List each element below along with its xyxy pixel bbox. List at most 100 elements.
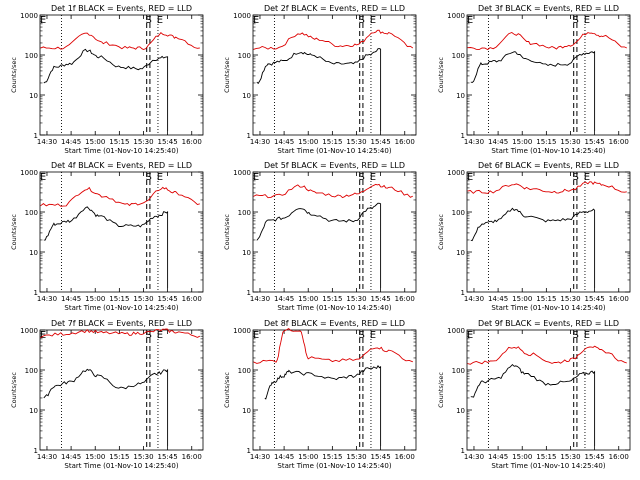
y-axis-label: Counts/sec — [223, 57, 231, 93]
plot-frame — [252, 171, 417, 293]
x-tick-label: 15:45 — [371, 295, 391, 303]
chart-title: Det 4f BLACK = Events, RED = LLD — [51, 161, 192, 170]
y-tick-label: 10 — [29, 92, 38, 100]
x-tick-label: 15:30 — [133, 295, 153, 303]
x-tick-label: 15:15 — [322, 138, 342, 146]
x-axis-label: Start Time (01-Nov-10 14:25:40) — [491, 147, 605, 155]
marker-letter: E — [467, 172, 473, 183]
plot-frame — [39, 171, 204, 293]
events-series-line — [470, 363, 596, 446]
marker-letter: E — [253, 330, 259, 341]
marker-letter: S — [359, 330, 365, 341]
x-tick-label: 15:30 — [346, 295, 366, 303]
x-tick-label: 16:00 — [182, 138, 202, 146]
x-tick-label: 15:45 — [371, 453, 391, 461]
plot-frame — [466, 14, 631, 136]
y-tick-label: 1000 — [447, 169, 465, 177]
x-tick-label: 14:45 — [488, 453, 508, 461]
y-tick-label: 1 — [34, 132, 38, 140]
marker-letter: S — [573, 15, 579, 26]
chart-panel: Det 3f BLACK = Events, RED = LLD 1 10 100 10… — [437, 4, 631, 155]
marker-letter: S — [146, 330, 152, 341]
x-tick-label: 15:45 — [585, 138, 605, 146]
y-tick-label: 1000 — [20, 327, 38, 335]
chart-title: Det 7f BLACK = Events, RED = LLD — [51, 319, 192, 328]
x-tick-label: 15:30 — [560, 295, 580, 303]
events-series-line — [470, 50, 596, 131]
x-tick-label: 14:45 — [274, 138, 294, 146]
x-tick-label: 14:30 — [37, 295, 57, 303]
x-axis-label: Start Time (01-Nov-10 14:25:40) — [277, 147, 391, 155]
x-tick-label: 15:15 — [536, 295, 556, 303]
y-axis-label: Counts/sec — [223, 372, 231, 408]
y-tick-label: 100 — [238, 209, 251, 217]
marker-letter: E — [584, 15, 590, 26]
y-tick-label: 1000 — [233, 169, 251, 177]
y-tick-label: 1 — [34, 289, 38, 297]
y-tick-label: 100 — [238, 367, 251, 375]
y-tick-label: 1000 — [447, 327, 465, 335]
x-axis-label: Start Time (01-Nov-10 14:25:40) — [491, 304, 605, 312]
x-tick-label: 16:00 — [182, 295, 202, 303]
x-tick-label: 15:30 — [133, 453, 153, 461]
events-series-line — [264, 364, 382, 446]
x-axis-label: Start Time (01-Nov-10 14:25:40) — [277, 462, 391, 470]
y-tick-label: 10 — [242, 92, 251, 100]
chart-title: Det 3f BLACK = Events, RED = LLD — [478, 4, 619, 13]
chart-title: Det 1f BLACK = Events, RED = LLD — [51, 4, 192, 13]
y-tick-label: 1000 — [447, 12, 465, 20]
y-tick-label: 100 — [452, 209, 465, 217]
x-axis-label: Start Time (01-Nov-10 14:25:40) — [64, 304, 178, 312]
lld-series-line — [467, 31, 627, 51]
marker-letter: E — [157, 15, 163, 26]
x-tick-label: 15:15 — [322, 295, 342, 303]
marker-letter: E — [40, 172, 46, 183]
marker-letter: E — [157, 330, 163, 341]
x-tick-label: 16:00 — [395, 138, 415, 146]
chart-panel: Det 4f BLACK = Events, RED = LLD 1 10 100 10… — [10, 161, 204, 312]
x-axis-label: Start Time (01-Nov-10 14:25:40) — [64, 147, 178, 155]
y-axis-label: Counts/sec — [437, 372, 445, 408]
plot-frame — [252, 14, 417, 136]
plot-frame — [39, 329, 204, 451]
chart-title: Det 8f BLACK = Events, RED = LLD — [264, 319, 405, 328]
x-tick-label: 14:30 — [464, 295, 484, 303]
y-tick-label: 10 — [456, 92, 465, 100]
x-tick-label: 15:30 — [560, 138, 580, 146]
x-tick-label: 14:45 — [274, 295, 294, 303]
x-tick-label: 15:45 — [158, 453, 178, 461]
lld-series-line — [467, 345, 627, 365]
y-tick-label: 100 — [25, 367, 38, 375]
chart-panel: Det 5f BLACK = Events, RED = LLD 1 10 100 10… — [223, 161, 417, 312]
x-tick-label: 14:30 — [250, 453, 270, 461]
marker-letter: E — [370, 172, 376, 183]
x-tick-label: 14:45 — [61, 138, 81, 146]
lld-series-line — [40, 328, 201, 339]
x-tick-label: 15:15 — [109, 138, 129, 146]
x-tick-label: 15:00 — [298, 138, 318, 146]
x-tick-label: 15:00 — [85, 453, 105, 461]
plot-frame — [252, 329, 417, 451]
marker-letter: S — [146, 172, 152, 183]
marker-letter: E — [467, 15, 473, 26]
x-tick-label: 15:45 — [585, 295, 605, 303]
x-tick-label: 15:00 — [85, 138, 105, 146]
lld-series-line — [253, 29, 414, 50]
chart-panel: Det 6f BLACK = Events, RED = LLD 1 10 100 10… — [437, 161, 631, 312]
x-tick-label: 15:15 — [322, 453, 342, 461]
x-tick-label: 15:15 — [109, 295, 129, 303]
lld-series-line — [253, 183, 414, 199]
y-tick-label: 1 — [247, 447, 251, 455]
x-tick-label: 16:00 — [609, 138, 629, 146]
marker-letter: E — [370, 330, 376, 341]
y-tick-label: 10 — [242, 249, 251, 257]
y-tick-label: 1 — [461, 289, 465, 297]
x-tick-label: 16:00 — [609, 453, 629, 461]
x-tick-label: 15:15 — [536, 138, 556, 146]
chart-panel: Det 1f BLACK = Events, RED = LLD 1 10 100 10… — [10, 4, 204, 155]
chart-panel: Det 7f BLACK = Events, RED = LLD 1 10 100 10… — [10, 319, 204, 470]
marker-letter: E — [40, 330, 46, 341]
y-tick-label: 1000 — [20, 169, 38, 177]
chart-title: Det 6f BLACK = Events, RED = LLD — [478, 161, 619, 170]
